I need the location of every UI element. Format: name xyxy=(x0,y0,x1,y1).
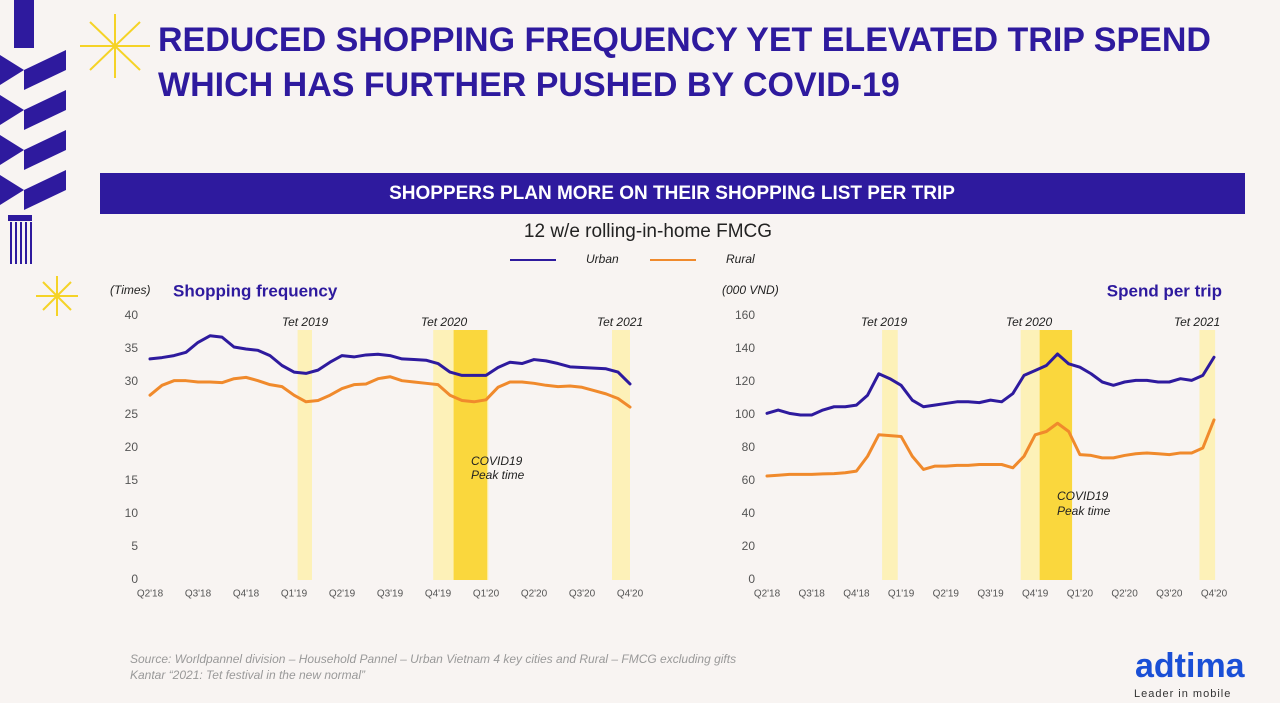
y-tick-label: 140 xyxy=(735,341,755,355)
source: Kantar “2021: Tet festival in the new no… xyxy=(130,668,366,682)
y-tick-label: 120 xyxy=(735,374,755,388)
y-tick-label: 40 xyxy=(742,506,756,520)
x-tick-label: Q4'20 xyxy=(617,589,644,600)
data-line xyxy=(148,375,632,409)
tassel-decoration xyxy=(0,0,66,264)
highlight-band xyxy=(453,330,488,580)
x-tick-label: Q4'18 xyxy=(843,589,870,600)
x-tick-label: Q2'18 xyxy=(754,589,781,600)
chart-title: Spend per trip xyxy=(1107,281,1222,300)
annotation: Tet 2019 xyxy=(282,315,329,329)
source: Source: Worldpannel division – Household… xyxy=(130,652,736,666)
annotation: Tet 2021 xyxy=(1174,315,1220,329)
y-tick-label: 5 xyxy=(131,539,138,553)
slide-title-line: WHICH HAS FURTHER PUSHED BY COVID-19 xyxy=(158,66,900,104)
x-tick-label: Q3'20 xyxy=(569,589,596,600)
annotation: COVID19 xyxy=(1057,489,1109,503)
x-tick-label: Q1'19 xyxy=(281,589,308,600)
x-tick-label: Q4'19 xyxy=(425,589,452,600)
y-tick-label: 20 xyxy=(125,440,139,454)
y-tick-label: 35 xyxy=(125,341,139,355)
y-tick-label: 160 xyxy=(735,308,755,322)
y-axis-label: (000 VND) xyxy=(722,283,779,297)
logo-tagline: Leader in mobile xyxy=(1134,688,1231,700)
y-tick-label: 15 xyxy=(125,473,139,487)
annotation: COVID19 xyxy=(471,454,523,468)
x-tick-label: Q1'20 xyxy=(1067,589,1094,600)
x-tick-label: Q1'19 xyxy=(888,589,915,600)
highlight-band xyxy=(1039,330,1073,580)
y-tick-label: 80 xyxy=(742,440,756,454)
sparkle-decoration xyxy=(36,14,150,316)
x-tick-label: Q2'20 xyxy=(521,589,548,600)
y-tick-label: 0 xyxy=(748,572,755,586)
x-tick-label: Q3'18 xyxy=(185,589,212,600)
x-tick-label: Q2'18 xyxy=(137,589,164,600)
legend-label: Rural xyxy=(726,252,755,266)
x-tick-label: Q2'19 xyxy=(933,589,960,600)
x-tick-label: Q2'19 xyxy=(329,589,356,600)
data-line xyxy=(765,418,1216,478)
y-tick-label: 60 xyxy=(742,473,756,487)
data-line xyxy=(148,334,632,386)
annotation: Tet 2020 xyxy=(421,315,468,329)
x-tick-label: Q4'20 xyxy=(1201,589,1228,600)
y-tick-label: 25 xyxy=(125,407,139,421)
legend-label: Urban xyxy=(586,252,619,266)
y-tick-label: 30 xyxy=(125,374,139,388)
annotation: Peak time xyxy=(471,468,525,482)
x-tick-label: Q1'20 xyxy=(473,589,500,600)
annotation: Peak time xyxy=(1057,504,1111,518)
x-tick-label: Q2'20 xyxy=(1111,589,1138,600)
y-tick-label: 40 xyxy=(125,308,139,322)
y-axis-label: (Times) xyxy=(110,283,151,297)
annotation: Tet 2021 xyxy=(597,315,643,329)
annotation: Tet 2020 xyxy=(1006,315,1053,329)
x-tick-label: Q4'19 xyxy=(1022,589,1049,600)
banner xyxy=(100,173,1245,214)
x-tick-label: Q3'20 xyxy=(1156,589,1183,600)
highlight-band xyxy=(1199,330,1216,580)
annotation: Tet 2019 xyxy=(861,315,908,329)
y-tick-label: 20 xyxy=(742,539,756,553)
chart-title: Shopping frequency xyxy=(173,281,338,300)
banner-text: SHOPPERS PLAN MORE ON THEIR SHOPPING LIS… xyxy=(389,183,955,204)
x-tick-label: Q4'18 xyxy=(233,589,260,600)
x-tick-label: Q3'19 xyxy=(977,589,1004,600)
highlight-band xyxy=(882,330,898,580)
y-tick-label: 0 xyxy=(131,572,138,586)
highlight-band xyxy=(612,330,630,580)
logo: adtima xyxy=(1135,647,1246,685)
subtitle: 12 w/e rolling-in-home FMCG xyxy=(524,221,772,242)
x-tick-label: Q3'18 xyxy=(799,589,826,600)
x-tick-label: Q3'19 xyxy=(377,589,404,600)
data-line xyxy=(765,352,1216,417)
highlight-band xyxy=(297,330,312,580)
y-tick-label: 10 xyxy=(125,506,139,520)
y-tick-label: 100 xyxy=(735,407,755,421)
slide-title-line: REDUCED SHOPPING FREQUENCY YET ELEVATED … xyxy=(158,21,1211,59)
